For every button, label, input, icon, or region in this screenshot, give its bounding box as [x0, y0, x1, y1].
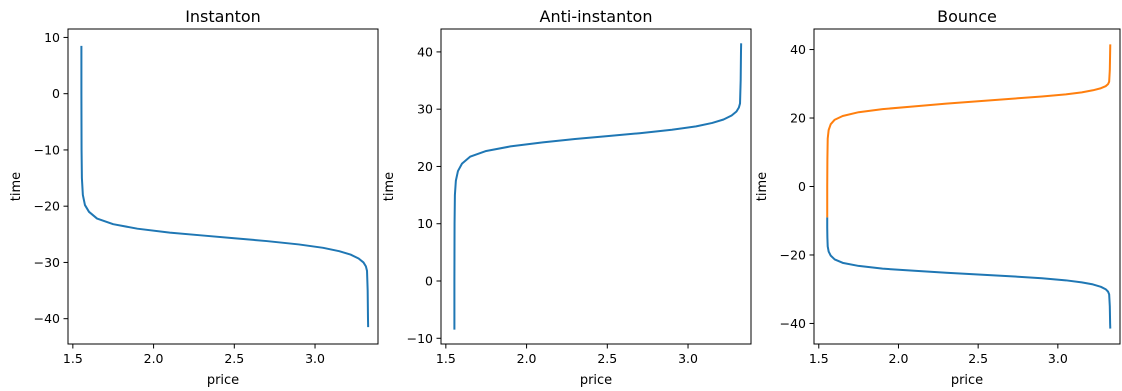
x-tick-label: 3.0: [678, 351, 698, 366]
y-tick-label: 0: [52, 86, 60, 101]
plot-frame: [67, 28, 379, 345]
y-tick-label: −20: [34, 199, 60, 214]
x-tick-label: 2.0: [889, 351, 909, 366]
y-tick-label: −10: [34, 142, 60, 157]
y-tick-label: 40: [790, 42, 806, 57]
y-tick-label: 20: [790, 111, 806, 126]
y-axis-label: time: [9, 172, 24, 201]
y-tick-label: 40: [417, 44, 433, 59]
x-tick-label: 1.5: [436, 351, 456, 366]
x-tick-label: 2.5: [968, 351, 988, 366]
y-tick-label: 30: [417, 102, 433, 117]
y-tick-label: −10: [407, 331, 433, 346]
y-tick-label: 10: [417, 216, 433, 231]
y-axis-label: time: [382, 172, 397, 201]
x-tick-label: 2.0: [517, 351, 537, 366]
chart-title: Bounce: [937, 7, 997, 26]
y-tick-label: 0: [798, 179, 806, 194]
chart-title: Anti-instanton: [540, 7, 653, 26]
y-tick-label: −20: [780, 247, 806, 262]
series-line-2: [826, 44, 1112, 218]
chart-panel-2: 1.5 2.0 2.5 3.0 40 30 20 10 0 −10 Anti-instanton pr…: [382, 7, 752, 388]
y-axis-label: time: [755, 172, 770, 201]
y-tick-label: 20: [417, 159, 433, 174]
series-line-1: [826, 217, 1112, 329]
y-tick-label: 10: [44, 30, 60, 45]
y-tick-label: 0: [425, 274, 433, 289]
chart-panel-1: 1.5 2.0 2.5 3.0 10 0 −10 −20 −30 −40 Instanton pric…: [9, 7, 379, 388]
x-tick-label: 1.5: [63, 351, 83, 366]
x-tick-label: 3.0: [305, 351, 325, 366]
x-tick-label: 1.5: [809, 351, 829, 366]
x-axis-label: price: [951, 373, 983, 388]
series-line-1: [453, 43, 743, 330]
x-tick-label: 2.0: [144, 351, 164, 366]
y-tick-label: −40: [34, 311, 60, 326]
chart-panel-3: 1.5 2.0 2.5 3.0 40 20 0 −20 −40 Bounce price time: [755, 7, 1121, 388]
chart-title: Instanton: [185, 7, 261, 26]
y-tick-label: −40: [780, 316, 806, 331]
series-line-1: [80, 45, 370, 328]
y-tick-label: −30: [34, 255, 60, 270]
x-tick-label: 3.0: [1048, 351, 1068, 366]
x-axis-label: price: [207, 373, 239, 388]
plot-frame: [440, 28, 752, 345]
x-axis-label: price: [580, 373, 612, 388]
plot-frame: [813, 28, 1121, 345]
x-tick-label: 2.5: [597, 351, 617, 366]
x-tick-label: 2.5: [224, 351, 244, 366]
